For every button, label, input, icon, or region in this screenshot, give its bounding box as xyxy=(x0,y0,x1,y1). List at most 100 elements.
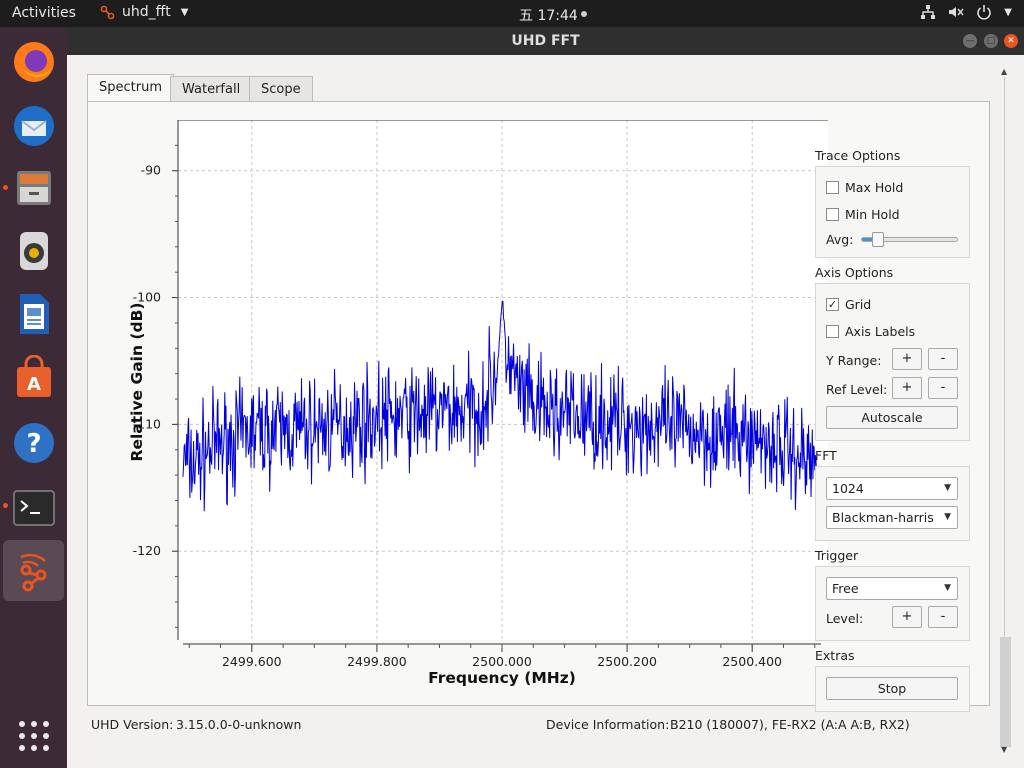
fft-window-select[interactable]: Blackman-harris ▼ xyxy=(826,506,958,529)
y-axis-title: Relative Gain (dB) xyxy=(128,303,146,462)
system-tray[interactable]: ▼ xyxy=(920,4,1012,20)
minimize-button[interactable]: — xyxy=(963,34,977,48)
scrollbar-track xyxy=(1004,77,1005,637)
maximize-icon: □ xyxy=(986,36,996,46)
axis-options-title: Axis Options xyxy=(815,265,894,280)
close-button[interactable]: ✕ xyxy=(1004,34,1018,48)
avg-slider[interactable] xyxy=(861,232,958,247)
ref-level-plus-button[interactable]: + xyxy=(892,377,922,399)
axis-labels-checkbox[interactable]: Axis Labels xyxy=(826,324,915,339)
chevron-down-icon: ▼ xyxy=(944,483,951,493)
x-tick-label: 2499.600 xyxy=(222,654,282,669)
spectrum-plot[interactable]: 2499.600 2499.800 2500.000 2500.200 2500.400… xyxy=(108,120,830,690)
rhythmbox-launcher[interactable] xyxy=(3,220,64,281)
show-applications-button[interactable] xyxy=(3,705,64,766)
axis-labels-label: Axis Labels xyxy=(845,324,916,339)
tab-waterfall[interactable]: Waterfall xyxy=(170,76,253,102)
activities-button[interactable]: Activities xyxy=(12,5,76,21)
extras-group: Stop xyxy=(815,666,970,712)
x-tick-label: 2500.000 xyxy=(472,654,532,669)
window-titlebar[interactable]: UHD FFT — □ ✕ xyxy=(67,27,1024,55)
libreoffice-writer-launcher[interactable] xyxy=(3,283,64,344)
fft-size-select[interactable]: 1024 ▼ xyxy=(826,477,958,500)
fft-title: FFT xyxy=(815,448,837,463)
trigger-level-minus-button[interactable]: - xyxy=(928,606,958,628)
close-icon: ✕ xyxy=(1007,36,1015,46)
help-icon: ? xyxy=(13,422,54,463)
trace-options-group: Max Hold Min Hold Avg: xyxy=(815,166,970,258)
grid-checkbox[interactable]: ✓ Grid xyxy=(826,297,871,312)
plot-canvas xyxy=(178,120,828,640)
scrollbar-thumb[interactable] xyxy=(1000,637,1011,747)
maximize-button[interactable]: □ xyxy=(984,34,998,48)
running-indicator xyxy=(3,185,8,190)
network-icon xyxy=(921,5,936,19)
ref-level-minus-button[interactable]: - xyxy=(928,377,958,399)
notification-dot-icon xyxy=(580,11,587,17)
max-hold-label: Max Hold xyxy=(845,180,904,195)
svg-text:?: ? xyxy=(26,429,41,459)
checkbox-box xyxy=(826,325,839,338)
terminal-launcher[interactable] xyxy=(3,477,64,538)
files-launcher[interactable] xyxy=(3,157,64,218)
y-tick-label: -110 xyxy=(133,416,161,431)
trigger-mode-value: Free xyxy=(832,581,859,596)
min-hold-checkbox[interactable]: Min Hold xyxy=(826,207,900,222)
scroll-up-icon[interactable]: ▲ xyxy=(1001,67,1008,76)
fft-size-value: 1024 xyxy=(832,481,864,496)
device-info-label: Device Information: xyxy=(546,717,670,732)
running-indicator xyxy=(3,503,8,508)
fft-group: 1024 ▼ Blackman-harris ▼ xyxy=(815,466,970,541)
x-tick-label: 2500.200 xyxy=(597,654,657,669)
terminal-icon xyxy=(12,489,55,526)
minimize-icon: — xyxy=(965,36,975,46)
app-menu[interactable]: uhd_fft ▼ xyxy=(100,4,188,20)
speaker-icon xyxy=(19,231,48,270)
clock-text: 五 17:44 xyxy=(519,8,578,24)
trigger-level-plus-button[interactable]: + xyxy=(892,606,922,628)
tab-scope[interactable]: Scope xyxy=(249,76,313,102)
file-cabinet-icon xyxy=(16,170,51,205)
trigger-level-label: Level: xyxy=(826,611,864,626)
stop-button[interactable]: Stop xyxy=(826,677,958,700)
avg-slider-handle[interactable] xyxy=(872,232,885,247)
help-launcher[interactable]: ? xyxy=(3,412,64,473)
vertical-scrollbar[interactable]: ▲ ▼ xyxy=(999,67,1013,757)
avg-slider-fill xyxy=(862,238,877,241)
trace-options-title: Trace Options xyxy=(815,148,901,163)
avg-label: Avg: xyxy=(826,232,854,247)
y-tick-label: -120 xyxy=(133,543,161,558)
max-hold-checkbox[interactable]: Max Hold xyxy=(826,180,903,195)
extras-title: Extras xyxy=(815,648,855,663)
tab-spectrum[interactable]: Spectrum xyxy=(87,74,174,102)
checkbox-box: ✓ xyxy=(826,298,839,311)
trigger-mode-select[interactable]: Free ▼ xyxy=(826,577,958,600)
chevron-down-icon: ▼ xyxy=(944,583,951,593)
firefox-launcher[interactable] xyxy=(3,31,64,92)
app-name: uhd_fft xyxy=(122,4,171,20)
shopping-bag-icon: A xyxy=(16,354,51,397)
grid-label: Grid xyxy=(845,297,872,312)
y-range-minus-button[interactable]: - xyxy=(928,348,958,370)
power-icon xyxy=(977,5,992,20)
gnuradio-app-icon xyxy=(100,5,115,20)
chevron-down-icon: ▼ xyxy=(944,512,951,522)
y-tick-label: -100 xyxy=(133,290,161,305)
autoscale-button[interactable]: Autoscale xyxy=(826,406,958,429)
device-info-value: B210 (180007), FE-RX2 (A:A A:B, RX2) xyxy=(670,717,910,732)
scroll-down-icon[interactable]: ▼ xyxy=(1001,745,1008,754)
x-tick-label: 2499.800 xyxy=(347,654,407,669)
spectrum-trace xyxy=(182,300,822,515)
grid-icon xyxy=(18,720,49,751)
software-launcher[interactable]: A xyxy=(3,347,64,408)
gnuradio-icon xyxy=(19,553,46,591)
axis-options-group: ✓ Grid Axis Labels Y Range: + - Ref Level… xyxy=(815,283,970,441)
volume-muted-icon xyxy=(949,7,964,17)
y-range-plus-button[interactable]: + xyxy=(892,348,922,370)
top-bar: Activities uhd_fft ▼ 五 17:44 ▼ xyxy=(0,0,1024,27)
fft-window-value: Blackman-harris xyxy=(832,510,934,525)
ref-level-label: Ref Level: xyxy=(826,382,888,397)
uhd-fft-launcher[interactable] xyxy=(3,540,64,601)
thunderbird-launcher[interactable] xyxy=(3,95,64,156)
clock[interactable]: 五 17:44 xyxy=(519,5,587,25)
